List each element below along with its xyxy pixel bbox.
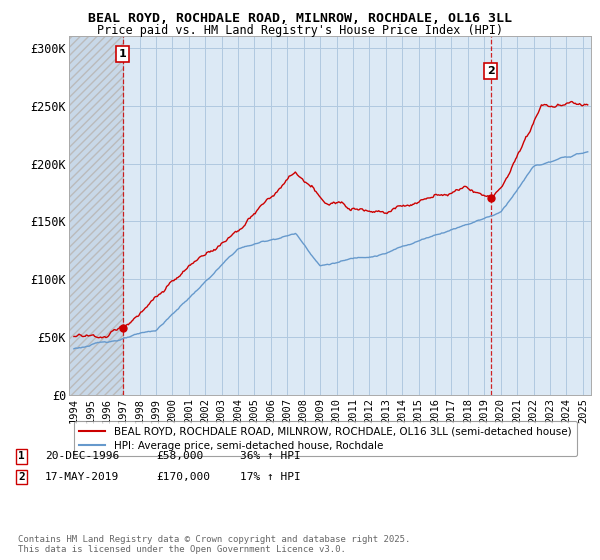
Bar — [69, 36, 122, 395]
Text: 17-MAY-2019: 17-MAY-2019 — [45, 472, 119, 482]
Text: 17% ↑ HPI: 17% ↑ HPI — [240, 472, 301, 482]
Text: 36% ↑ HPI: 36% ↑ HPI — [240, 451, 301, 461]
Text: 2: 2 — [18, 472, 25, 482]
Text: 1: 1 — [119, 49, 127, 59]
Text: 2: 2 — [487, 66, 494, 76]
Text: BEAL ROYD, ROCHDALE ROAD, MILNROW, ROCHDALE, OL16 3LL: BEAL ROYD, ROCHDALE ROAD, MILNROW, ROCHD… — [88, 12, 512, 25]
Text: £58,000: £58,000 — [156, 451, 203, 461]
Text: Price paid vs. HM Land Registry's House Price Index (HPI): Price paid vs. HM Land Registry's House … — [97, 24, 503, 36]
Legend: BEAL ROYD, ROCHDALE ROAD, MILNROW, ROCHDALE, OL16 3LL (semi-detached house), HPI: BEAL ROYD, ROCHDALE ROAD, MILNROW, ROCHD… — [74, 421, 577, 456]
Text: 20-DEC-1996: 20-DEC-1996 — [45, 451, 119, 461]
Text: 1: 1 — [18, 451, 25, 461]
Text: Contains HM Land Registry data © Crown copyright and database right 2025.
This d: Contains HM Land Registry data © Crown c… — [18, 535, 410, 554]
Text: £170,000: £170,000 — [156, 472, 210, 482]
